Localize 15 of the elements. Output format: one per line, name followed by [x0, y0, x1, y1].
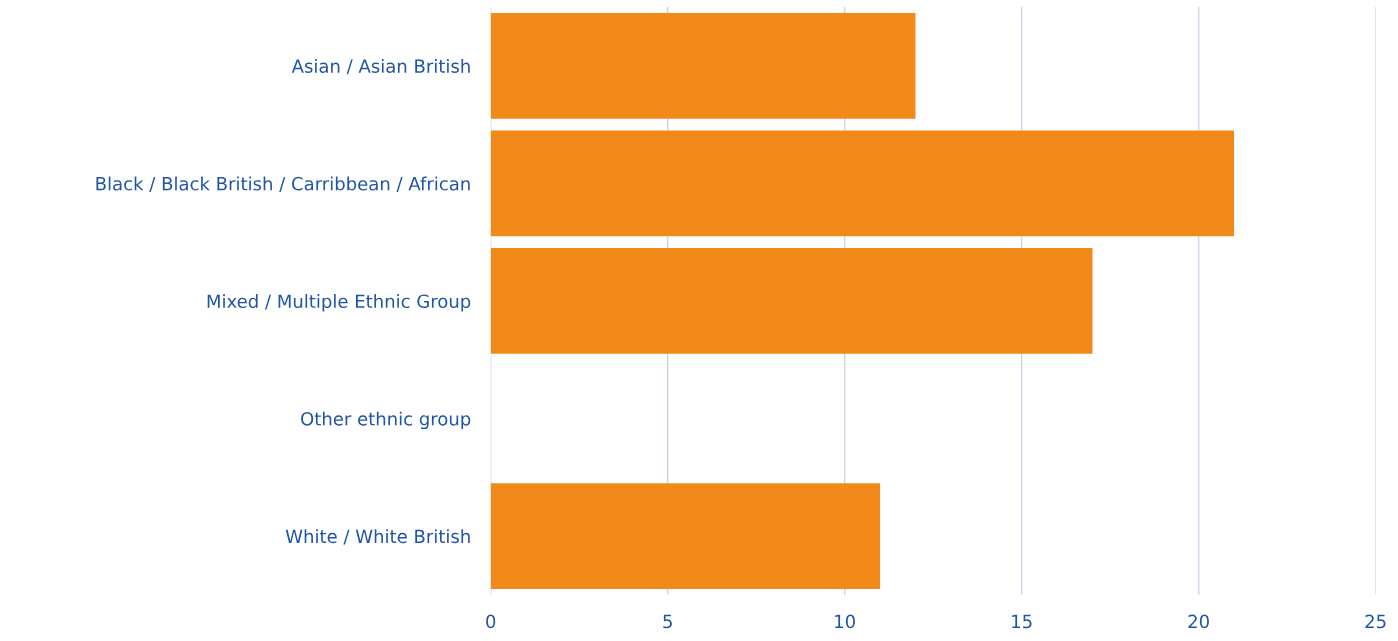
x-tick-label: 5	[663, 614, 672, 629]
y-tick-label: White / White British	[285, 529, 470, 545]
bar	[490, 248, 1093, 354]
x-tick-label: 0	[486, 614, 496, 629]
y-tick-label: Other ethnic group	[301, 411, 471, 430]
y-tick-label: Black / Black British / Carribbean / African	[96, 176, 470, 192]
y-tick-label: Mixed / Multiple Ethnic Group	[207, 294, 471, 312]
y-tick-label: Asian / Asian British	[291, 58, 470, 75]
bar	[490, 12, 916, 119]
x-tick-label: 20	[1188, 614, 1209, 629]
x-tick-label: 25	[1365, 614, 1386, 629]
bar	[490, 130, 1235, 237]
x-tick-label: 10	[835, 614, 855, 629]
x-tick-label: 15	[1012, 614, 1032, 629]
bar	[490, 483, 881, 589]
